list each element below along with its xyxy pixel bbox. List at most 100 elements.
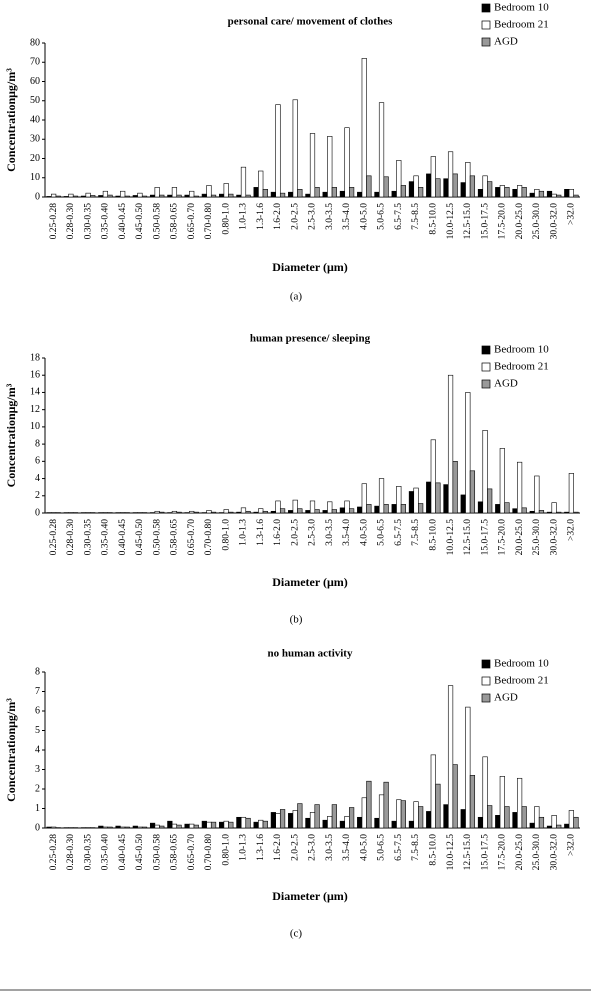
bar [85,192,91,198]
bar [102,190,109,198]
bar [132,825,138,829]
bar [124,826,130,829]
bar [499,448,505,514]
x-tick-label: 3.5-4.0 [342,519,352,546]
x-axis-title: Diameter (μm) [272,575,348,589]
y-tick-label: 7 [35,686,40,697]
bar [465,706,471,829]
legend-label: Bedroom 21 [494,361,549,373]
bar [279,809,286,829]
bar [297,508,303,514]
bar [63,196,69,198]
bar [141,195,148,198]
y-tick-label: 3 [35,764,40,775]
bar [396,799,402,829]
bar [292,99,298,198]
x-tick-label: 3.0-3.5 [325,203,335,230]
bar [137,192,143,198]
bar [193,824,199,829]
x-tick-label: 25.0-30.0 [532,834,542,871]
bar [68,193,74,198]
x-tick-label: 15.0-17.5 [480,203,490,240]
bar [477,501,484,514]
bar [288,191,294,198]
bar [383,504,389,514]
y-tick-label: 4 [35,744,40,755]
bar [171,187,178,198]
bar [322,819,328,829]
bar [279,508,286,514]
x-axis-title: Diameter (μm) [272,889,348,903]
legend-label: Bedroom 21 [494,675,549,687]
bar [447,374,454,514]
x-tick-label: 0.58-0.65 [170,203,180,240]
bar [568,810,574,829]
bar [98,825,104,829]
bar [245,817,251,829]
bar [556,194,562,198]
x-tick-label: 0.45-0.50 [135,519,145,556]
x-tick-label: 1.0-1.3 [239,519,249,546]
bar [521,806,527,829]
bar [262,189,268,198]
x-tick-label: 12.5-15.0 [463,203,473,240]
bar [90,195,96,198]
x-tick-label: 0.25-0.28 [49,519,59,556]
bar [516,461,523,514]
bar [245,194,251,198]
bar [452,461,458,514]
bar [344,815,350,829]
x-tick-label: 2.5-3.0 [308,834,318,861]
bar [46,196,52,198]
bar [46,826,52,829]
bar [374,505,380,514]
bar [546,511,553,514]
x-tick-label: 6.5-7.5 [394,834,404,861]
bar [443,484,449,514]
bar [361,58,367,198]
bar [137,826,143,829]
y-tick-label: 10 [30,421,40,432]
bar [349,508,355,514]
caption: (c) [290,928,303,940]
bar [184,823,190,829]
x-tick-label: 0.58-0.65 [170,834,180,871]
bar [206,821,212,829]
bar [288,813,294,829]
bar [374,191,380,198]
bar [258,819,264,829]
y-tick-label: 18 [30,352,40,363]
x-tick-label: 0.30-0.35 [83,519,93,556]
bar [551,815,557,829]
bar [102,826,109,829]
x-tick-label: 0.45-0.50 [135,834,145,871]
bar [120,190,126,198]
bar [366,504,372,514]
bar [564,189,570,198]
x-tick-label: 2.5-3.0 [308,203,318,230]
x-tick-label: 1.6-2.0 [273,834,283,861]
bar [349,187,355,198]
y-tick-label: 2 [35,490,40,501]
chart-panel: 0 1 2 3 4 5 6 7 8 0.25-0.28 0.28-0.30 0.30-0.35 0.35… [4,648,580,940]
bar [51,826,57,829]
bar [223,509,229,514]
x-tick-label: 17.5-20.0 [498,834,508,871]
bar [80,195,87,198]
y-tick-label: 6 [35,456,40,467]
bar [275,813,281,829]
bar [51,193,57,198]
bar [357,816,363,829]
y-tick-label: 20 [30,153,40,164]
bar [538,190,545,198]
bar [460,182,466,198]
bar [228,821,234,829]
bar [516,185,523,198]
x-tick-label: 0.58-0.65 [170,519,180,556]
x-tick-label: 1.0-1.3 [239,834,249,861]
legend-swatch [481,345,491,355]
bar [322,191,328,198]
y-tick-label: 14 [30,387,40,398]
x-tick-label: 1.0-1.3 [239,203,249,230]
bar [378,794,385,829]
